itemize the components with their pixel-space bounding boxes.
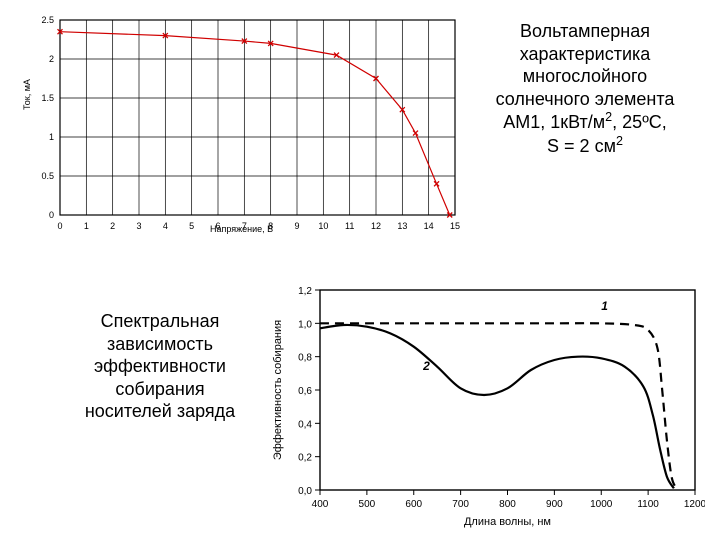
- iv-y-axis-label: Ток, мА: [22, 79, 32, 110]
- svg-text:0,2: 0,2: [298, 453, 312, 464]
- svg-text:0,6: 0,6: [298, 386, 312, 397]
- svg-text:1100: 1100: [637, 499, 659, 510]
- svg-text:Длина волны, нм: Длина волны, нм: [464, 516, 551, 528]
- svg-text:1,0: 1,0: [298, 319, 312, 330]
- iv-x-axis-label: Напряжение, В: [210, 224, 273, 234]
- svg-text:0: 0: [49, 210, 54, 220]
- svg-text:10: 10: [318, 221, 328, 231]
- caption-text: солнечного элемента: [496, 89, 675, 109]
- svg-text:1.5: 1.5: [41, 93, 54, 103]
- caption-text: Спектральная: [101, 311, 220, 331]
- svg-text:0: 0: [57, 221, 62, 231]
- iv-chart-svg: 012345678910111213141500.511.522.5: [20, 10, 460, 240]
- spectral-chart: 400 500 600 700 800 900 1000 1100 1200 0,0 0,2 0,4 0…: [265, 280, 705, 530]
- caption-text: эффективности: [94, 356, 226, 376]
- caption-text: носителей заряда: [85, 401, 235, 421]
- svg-text:3: 3: [136, 221, 141, 231]
- iv-caption: Вольтамперная характеристика многослойно…: [460, 20, 710, 157]
- svg-text:2.5: 2.5: [41, 15, 54, 25]
- caption-text: , 25ºС,: [612, 112, 667, 132]
- svg-text:400: 400: [312, 499, 329, 510]
- svg-text:600: 600: [405, 499, 422, 510]
- caption-text: S = 2 см: [547, 136, 616, 156]
- svg-text:900: 900: [546, 499, 563, 510]
- svg-text:700: 700: [452, 499, 469, 510]
- svg-text:2: 2: [49, 54, 54, 64]
- svg-text:500: 500: [359, 499, 376, 510]
- spectral-chart-svg: 400 500 600 700 800 900 1000 1100 1200 0,0 0,2 0,4 0…: [265, 280, 705, 530]
- svg-text:14: 14: [424, 221, 434, 231]
- caption-text: зависимость: [107, 334, 213, 354]
- svg-text:12: 12: [371, 221, 381, 231]
- iv-chart: 012345678910111213141500.511.522.5 Ток, …: [20, 10, 460, 250]
- svg-text:1: 1: [601, 299, 608, 313]
- svg-text:1,2: 1,2: [298, 286, 312, 297]
- svg-text:1200: 1200: [684, 499, 705, 510]
- svg-text:800: 800: [499, 499, 516, 510]
- svg-text:2: 2: [422, 359, 430, 373]
- svg-text:4: 4: [163, 221, 168, 231]
- svg-text:1: 1: [49, 132, 54, 142]
- caption-sup: 2: [616, 134, 623, 148]
- svg-text:9: 9: [294, 221, 299, 231]
- caption-text: АМ1, 1кВт/м: [503, 112, 605, 132]
- caption-text: собирания: [115, 379, 204, 399]
- svg-text:15: 15: [450, 221, 460, 231]
- svg-text:1: 1: [84, 221, 89, 231]
- spectral-caption: Спектральная зависимость эффективности с…: [50, 310, 270, 423]
- svg-text:13: 13: [397, 221, 407, 231]
- svg-text:1000: 1000: [590, 499, 613, 510]
- svg-text:0,0: 0,0: [298, 486, 312, 497]
- caption-text: Вольтамперная: [520, 21, 650, 41]
- svg-text:Эффективность собирания: Эффективность собирания: [272, 320, 284, 460]
- svg-text:0.5: 0.5: [41, 171, 54, 181]
- svg-text:2: 2: [110, 221, 115, 231]
- caption-text: характеристика: [520, 44, 651, 64]
- svg-text:0,4: 0,4: [298, 419, 312, 430]
- svg-text:5: 5: [189, 221, 194, 231]
- svg-text:0,8: 0,8: [298, 353, 312, 364]
- svg-text:11: 11: [345, 221, 354, 231]
- caption-text: многослойного: [523, 66, 647, 86]
